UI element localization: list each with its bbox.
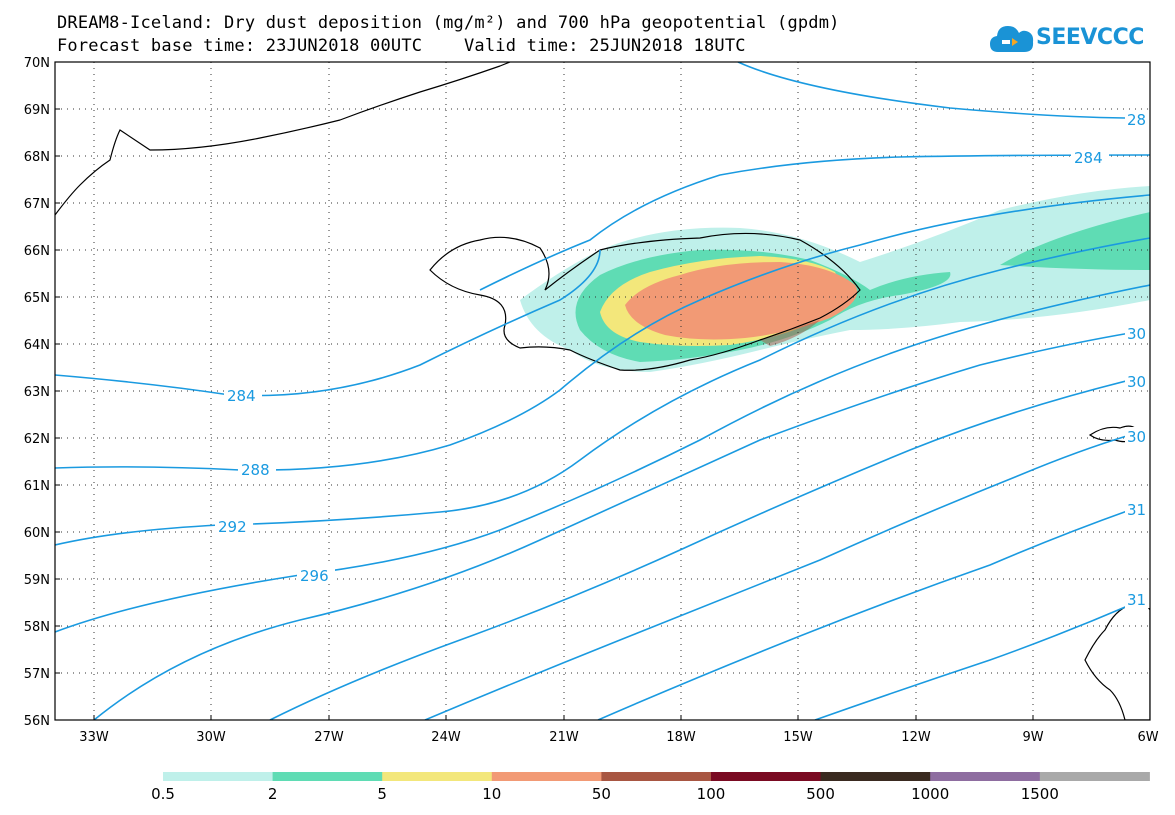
contour-280 bbox=[737, 62, 1126, 119]
lon-label: 12W bbox=[901, 730, 931, 745]
lat-label: 58N bbox=[24, 620, 50, 635]
lat-label: 67N bbox=[24, 197, 50, 212]
contour-284-south bbox=[55, 249, 601, 397]
lon-label: 9W bbox=[1022, 730, 1043, 745]
contour-label: 284 bbox=[1074, 149, 1103, 167]
lon-label: 6W bbox=[1137, 730, 1158, 745]
contour-label: 30 bbox=[1127, 373, 1146, 391]
lat-label: 63N bbox=[24, 385, 50, 400]
dust-band-50 bbox=[760, 320, 820, 346]
legend-label: 50 bbox=[592, 785, 611, 803]
lon-label: 24W bbox=[431, 730, 461, 745]
contour-label: 28 bbox=[1127, 111, 1146, 129]
lat-label: 56N bbox=[24, 714, 50, 729]
latitude-labels: 70N 69N 68N 67N 66N 65N 64N 63N 62N 61N … bbox=[24, 56, 50, 729]
contour-label: 31 bbox=[1127, 501, 1146, 519]
legend-swatch bbox=[1039, 772, 1150, 781]
legend-label: 100 bbox=[697, 785, 726, 803]
lat-label: 60N bbox=[24, 526, 50, 541]
contour-296 bbox=[55, 284, 1150, 633]
legend-swatch bbox=[382, 772, 493, 781]
lat-label: 68N bbox=[24, 150, 50, 165]
lat-label: 57N bbox=[24, 667, 50, 682]
contour-300 bbox=[93, 332, 1131, 720]
lat-label: 70N bbox=[24, 56, 50, 71]
graticule bbox=[55, 62, 1150, 720]
legend-label: 0.5 bbox=[151, 785, 175, 803]
dust-band-10 bbox=[625, 262, 858, 340]
contour-304 bbox=[269, 379, 1131, 720]
legend-swatch bbox=[820, 772, 931, 781]
contour-label: 31 bbox=[1127, 591, 1146, 609]
legend-label: 5 bbox=[377, 785, 387, 803]
map-content: 284 284 288 292 296 28 30 30 30 31 31 bbox=[55, 62, 1150, 720]
contour-label: 30 bbox=[1127, 428, 1146, 446]
contour-label: 284 bbox=[227, 387, 256, 405]
lon-label: 15W bbox=[783, 730, 813, 745]
legend-swatch bbox=[601, 772, 712, 781]
map-title-line1: DREAM8-Iceland: Dry dust deposition (mg/… bbox=[57, 13, 840, 33]
legend-swatch bbox=[163, 772, 274, 781]
contour-label: 292 bbox=[218, 518, 247, 536]
contour-308 bbox=[424, 434, 1131, 720]
lat-label: 59N bbox=[24, 573, 50, 588]
legend-colorbar: 0.5 2 5 10 50 100 500 1000 1500 bbox=[151, 772, 1150, 803]
contour-284-north bbox=[479, 154, 1150, 291]
lat-label: 65N bbox=[24, 291, 50, 306]
contour-label: 296 bbox=[300, 567, 329, 585]
seevccc-logo: SEEVCCC bbox=[988, 20, 1144, 60]
longitude-labels: 33W 30W 27W 24W 21W 18W 15W 12W 9W 6W bbox=[79, 730, 1158, 745]
legend-swatch bbox=[711, 772, 822, 781]
contour-labels: 284 284 288 292 296 28 30 30 30 31 31 bbox=[215, 110, 1150, 609]
dust-band-2 bbox=[1000, 212, 1150, 270]
lon-label: 33W bbox=[79, 730, 109, 745]
legend-label: 1000 bbox=[911, 785, 949, 803]
scotland-coast bbox=[1084, 602, 1150, 720]
contour-312 bbox=[597, 509, 1131, 720]
lon-label: 21W bbox=[549, 730, 579, 745]
logo-text: SEEVCCC bbox=[1036, 25, 1144, 50]
greenland-coast bbox=[55, 62, 511, 216]
legend-swatch bbox=[272, 772, 383, 781]
lat-label: 66N bbox=[24, 244, 50, 259]
lon-label: 27W bbox=[314, 730, 344, 745]
lon-label: 30W bbox=[196, 730, 226, 745]
lat-label: 69N bbox=[24, 103, 50, 118]
lat-label: 64N bbox=[24, 338, 50, 353]
contour-label: 30 bbox=[1127, 325, 1146, 343]
lon-label: 18W bbox=[666, 730, 696, 745]
legend-label: 1500 bbox=[1021, 785, 1059, 803]
lat-label: 61N bbox=[24, 479, 50, 494]
map-title-line2: Forecast base time: 23JUN2018 00UTC Vali… bbox=[57, 36, 746, 56]
legend-swatch bbox=[930, 772, 1041, 781]
legend-label: 10 bbox=[482, 785, 501, 803]
cloud-icon bbox=[990, 26, 1034, 52]
legend-label: 500 bbox=[806, 785, 835, 803]
contour-label: 288 bbox=[241, 461, 270, 479]
legend-label: 2 bbox=[268, 785, 278, 803]
dust-shading bbox=[520, 186, 1150, 372]
iceland-coast bbox=[429, 232, 861, 371]
legend-swatch bbox=[491, 772, 602, 781]
lat-label: 62N bbox=[24, 432, 50, 447]
tick-marks bbox=[55, 61, 1151, 721]
contour-316 bbox=[814, 604, 1131, 720]
